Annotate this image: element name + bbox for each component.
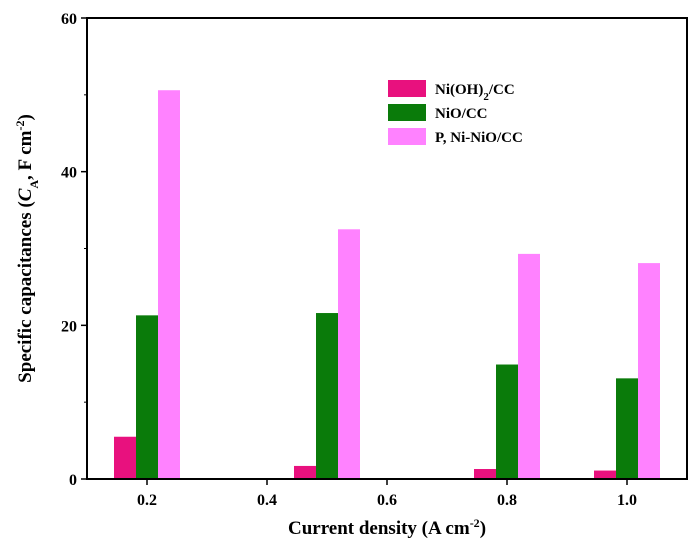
y-tick-label: 0	[69, 472, 77, 489]
y-axis: 0 20 40 60	[61, 11, 87, 489]
bar-p-ni-nio-cc-0-2	[158, 90, 180, 480]
bar-nio-cc-0-5	[316, 313, 338, 479]
bar-ni-oh-2-cc-0-8	[474, 469, 496, 479]
legend-swatch-ni-oh-2-cc	[388, 80, 426, 97]
y-tick-label: 40	[61, 165, 77, 182]
bar-ni-oh-2-cc-0-5	[294, 465, 316, 479]
x-axis-title: Current density (A cm-2)	[288, 516, 486, 539]
bar-ni-oh-2-cc-1-0	[594, 470, 616, 479]
legend-label-nio-cc: NiO/CC	[435, 106, 488, 122]
x-tick-label: 0.8	[497, 492, 517, 509]
x-tick-label: 0.2	[137, 492, 157, 509]
x-tick-label: 0.4	[257, 492, 277, 509]
legend-swatch-nio-cc	[388, 104, 426, 121]
legend: Ni(OH)2/CC NiO/CC P, Ni-NiO/CC	[388, 80, 523, 146]
bar-p-ni-nio-cc-1-0	[638, 263, 660, 479]
x-tick-label: 1.0	[617, 492, 637, 509]
bar-nio-cc-1-0	[616, 378, 638, 479]
legend-swatch-p-ni-nio-cc	[388, 128, 426, 145]
bars-layer	[114, 90, 660, 480]
bar-ni-oh-2-cc-0-2	[114, 436, 136, 479]
y-tick-label: 60	[61, 11, 77, 28]
bar-p-ni-nio-cc-0-8	[518, 253, 540, 479]
legend-label-ni-oh-2-cc: Ni(OH)2/CC	[435, 82, 515, 103]
bar-nio-cc-0-2	[136, 315, 158, 479]
y-tick-label: 20	[61, 318, 77, 335]
bar-p-ni-nio-cc-0-5	[338, 229, 360, 479]
x-tick-label: 0.6	[377, 492, 397, 509]
legend-label-p-ni-nio-cc: P, Ni-NiO/CC	[435, 130, 523, 146]
x-axis: 0.2 0.4 0.6 0.8 1.0	[137, 479, 637, 509]
y-axis-title: Specific capacitances (CA, F cm-2)	[13, 114, 41, 383]
bar-nio-cc-0-8	[496, 364, 518, 479]
